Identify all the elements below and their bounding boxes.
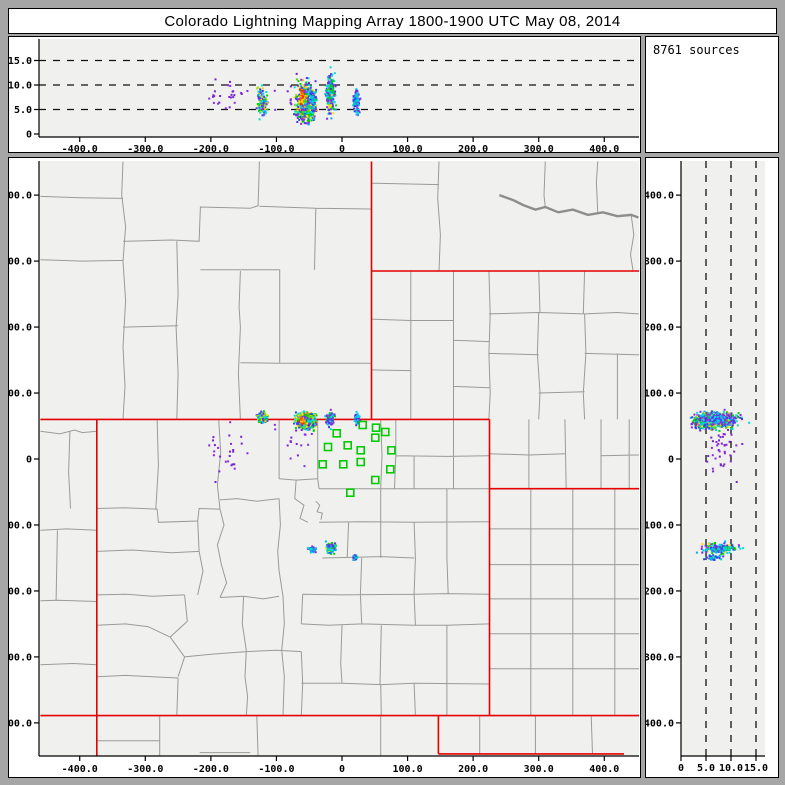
lightning-sources-plan [208,408,362,561]
y-tick-label: -300.0 [646,652,674,663]
altitude-tick-label: 5.0 [14,105,32,116]
y-tick-label: 100.0 [9,389,32,400]
x-tick-label: -100.0 [258,144,294,152]
x-tick-label: -200.0 [193,144,229,152]
x-tick-label: 100.0 [393,764,423,775]
y-tick-label: 400.0 [9,191,32,202]
y-tick-label: 200.0 [646,323,674,334]
source-count-box: 8761 sources [645,36,779,153]
y-tick-label: 300.0 [9,257,32,268]
height-vs-north-south-panel[interactable]: 0 5.0 10.015.0 400.0 300.0 200.0 100.0 0 -100.0 -… [645,157,779,778]
altitude-tick-label: 0 [26,130,32,141]
y-tick-label: -400.0 [646,718,674,729]
x-tick-label: 100.0 [393,144,423,152]
x-tick-label: 0 [339,144,345,152]
y-tick-label: -400.0 [9,718,32,729]
height-ns-plot[interactable]: 0 5.0 10.015.0 400.0 300.0 200.0 100.0 0 -100.0 -… [646,158,778,777]
x-tick-label: 200.0 [458,764,488,775]
altitude-tick-label: 0 [678,763,684,774]
y-tick-label: 300.0 [646,257,674,268]
y-tick-label: 0 [668,455,674,466]
y-tick-label: 100.0 [646,389,674,400]
x-tick-label: 200.0 [458,144,488,152]
altitude-tick-label: 15.0 [9,56,32,67]
y-tick-label: -100.0 [646,520,674,531]
map-background[interactable] [39,161,639,756]
x-tick-label: 400.0 [589,144,619,152]
x-tick-label: -400.0 [62,144,98,152]
y-tick-label: -100.0 [9,520,32,531]
river-boundary [498,193,639,219]
altitude-tick-label: 5.0 [697,763,715,774]
x-tick-label: 300.0 [524,144,554,152]
altitude-tick-label: 10.0 [9,81,32,92]
map-layers [40,161,639,756]
height-ns-background[interactable] [681,161,765,756]
x-tick-label: -400.0 [62,764,98,775]
lightning-sources-height-ns [689,408,751,561]
x-tick-label: 300.0 [524,764,554,775]
altitude-tick-label: 10.0 [719,763,743,774]
x-tick-label: -100.0 [258,764,294,775]
y-tick-label: 400.0 [646,191,674,202]
lightning-sources-height-ew [208,66,362,126]
height-ew-plot[interactable]: -400.0 -300.0 -200.0 -100.0 0 100.0 200.0 300.0… [9,37,640,152]
altitude-tick-label: 15.0 [744,763,768,774]
y-tick-label: -300.0 [9,652,32,663]
x-tick-label: 0 [339,764,345,775]
county-boundaries [40,161,639,756]
plan-view-map-panel[interactable]: -400.0 -300.0 -200.0 -100.0 0 100.0 200.0 300.0… [8,157,641,778]
x-tick-label: -300.0 [127,144,163,152]
lma-station-markers [318,420,396,498]
plan-view-map[interactable]: -400.0 -300.0 -200.0 -100.0 0 100.0 200.0 300.0… [9,158,640,777]
source-count-label: 8761 sources [653,43,740,57]
y-tick-label: 200.0 [9,323,32,334]
title-bar: Colorado Lightning Mapping Array 1800-19… [8,8,777,34]
height-ew-background[interactable] [39,39,639,137]
height-vs-east-west-panel[interactable]: -400.0 -300.0 -200.0 -100.0 0 100.0 200.0 300.0… [8,36,641,153]
x-tick-label: -300.0 [127,764,163,775]
page-title: Colorado Lightning Mapping Array 1800-19… [164,12,621,30]
x-tick-label: -200.0 [193,764,229,775]
y-tick-label: -200.0 [646,586,674,597]
y-tick-label: 0 [26,455,32,466]
y-tick-label: -200.0 [9,586,32,597]
x-tick-label: 400.0 [589,764,619,775]
